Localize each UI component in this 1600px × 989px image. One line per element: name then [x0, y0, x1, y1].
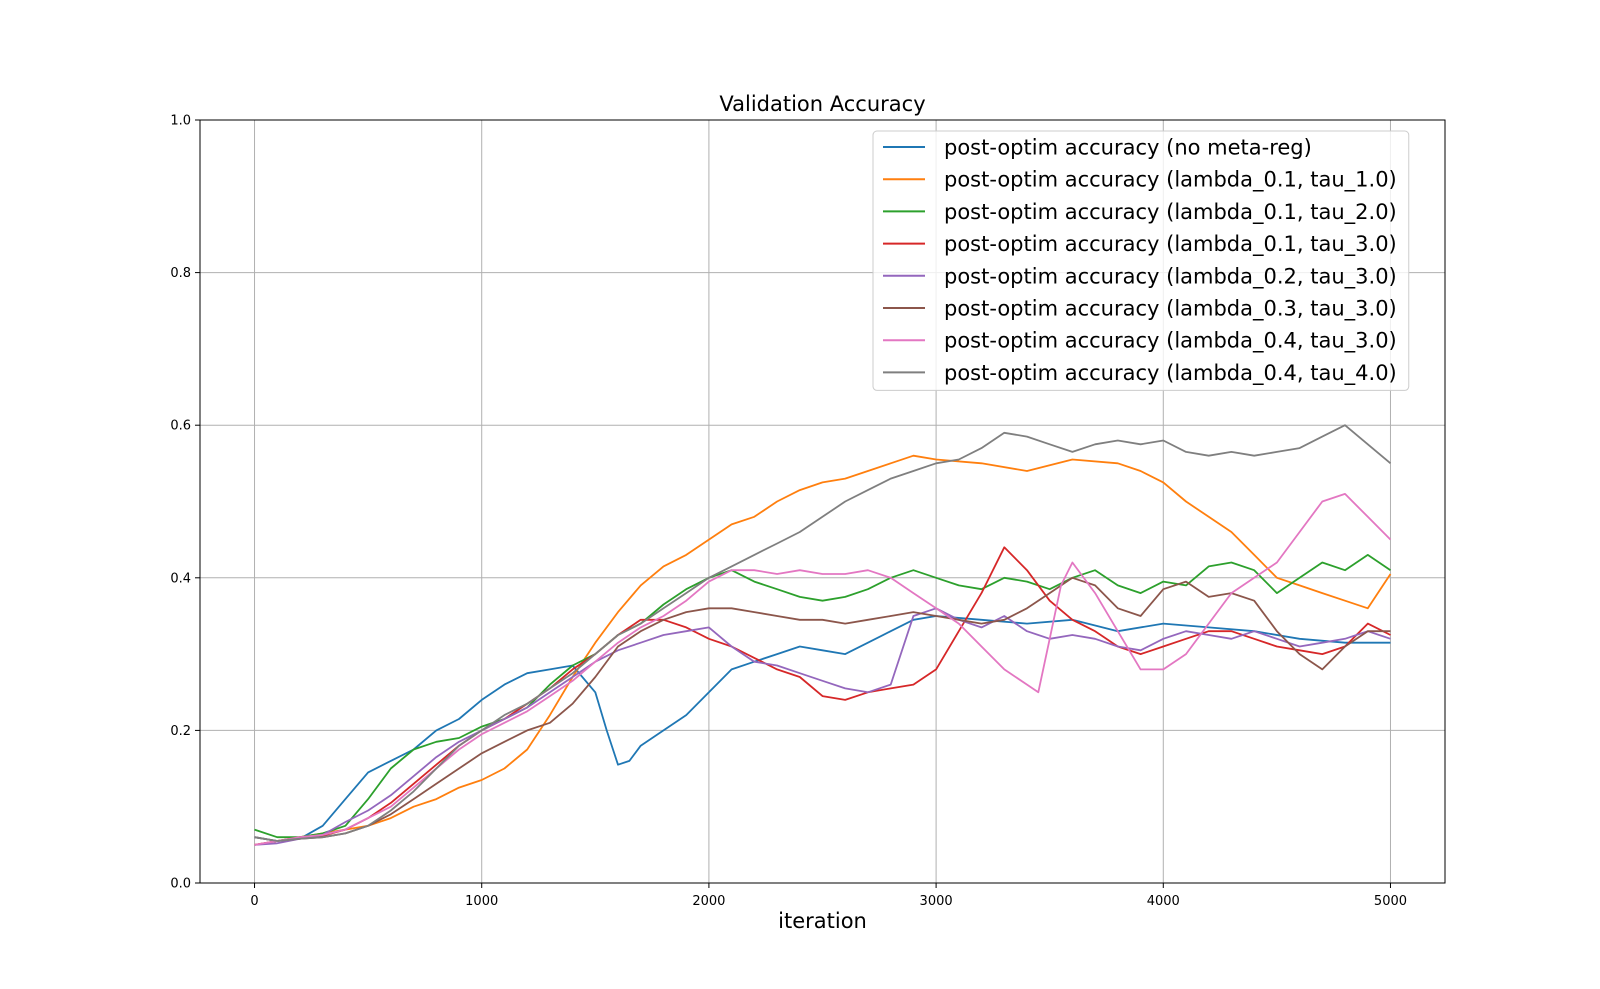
legend-entries: post-optim accuracy (no meta-reg) post-op…: [883, 136, 1397, 386]
legend-label: post-optim accuracy (lambda_0.1, tau_2.0…: [944, 200, 1397, 225]
legend-box: [872, 130, 1410, 391]
chart-title: Validation Accuracy: [719, 92, 925, 116]
x-tick-label: 3000: [920, 894, 953, 909]
axis-ticks: 0 1000 2000 3000 4000 5000 0.0 0.2 0.4 0.6 0.8 1.0: [170, 114, 1407, 910]
legend-label: post-optim accuracy (lambda_0.3, tau_3.0…: [944, 297, 1397, 322]
legend-label: post-optim accuracy (lambda_0.4, tau_4.0…: [944, 361, 1397, 386]
series-line-7: [254, 424, 1392, 842]
x-tick-label: 1000: [465, 894, 498, 909]
x-tick-label: 2000: [692, 894, 725, 909]
legend-label: post-optim accuracy (lambda_0.4, tau_3.0…: [944, 329, 1397, 354]
legend-label: post-optim accuracy (no meta-reg): [944, 136, 1312, 160]
y-tick-label: 0.6: [170, 419, 191, 434]
y-tick-label: 0.8: [170, 266, 191, 281]
legend-label: post-optim accuracy (lambda_0.1, tau_1.0…: [944, 168, 1397, 193]
y-tick-label: 0.2: [170, 724, 191, 739]
series-line-5: [254, 576, 1391, 842]
legend: post-optim accuracy (no meta-reg) post-op…: [872, 130, 1410, 391]
series-line-1: [254, 454, 1392, 846]
x-tick-label: 0: [250, 894, 258, 909]
x-axis-label: iteration: [778, 909, 867, 933]
x-tick-label: 5000: [1374, 894, 1407, 909]
series-line-6: [254, 492, 1392, 846]
x-tick-label: 4000: [1147, 894, 1180, 909]
legend-label: post-optim accuracy (lambda_0.1, tau_3.0…: [944, 232, 1397, 257]
y-tick-label: 0.0: [170, 877, 191, 892]
legend-label: post-optim accuracy (lambda_0.2, tau_3.0…: [944, 264, 1397, 289]
series-line-2: [254, 554, 1392, 839]
series-lines: [254, 424, 1392, 846]
plot-frame: [199, 119, 1446, 884]
y-tick-label: 0.4: [170, 571, 191, 586]
y-tick-label: 1.0: [170, 114, 191, 129]
